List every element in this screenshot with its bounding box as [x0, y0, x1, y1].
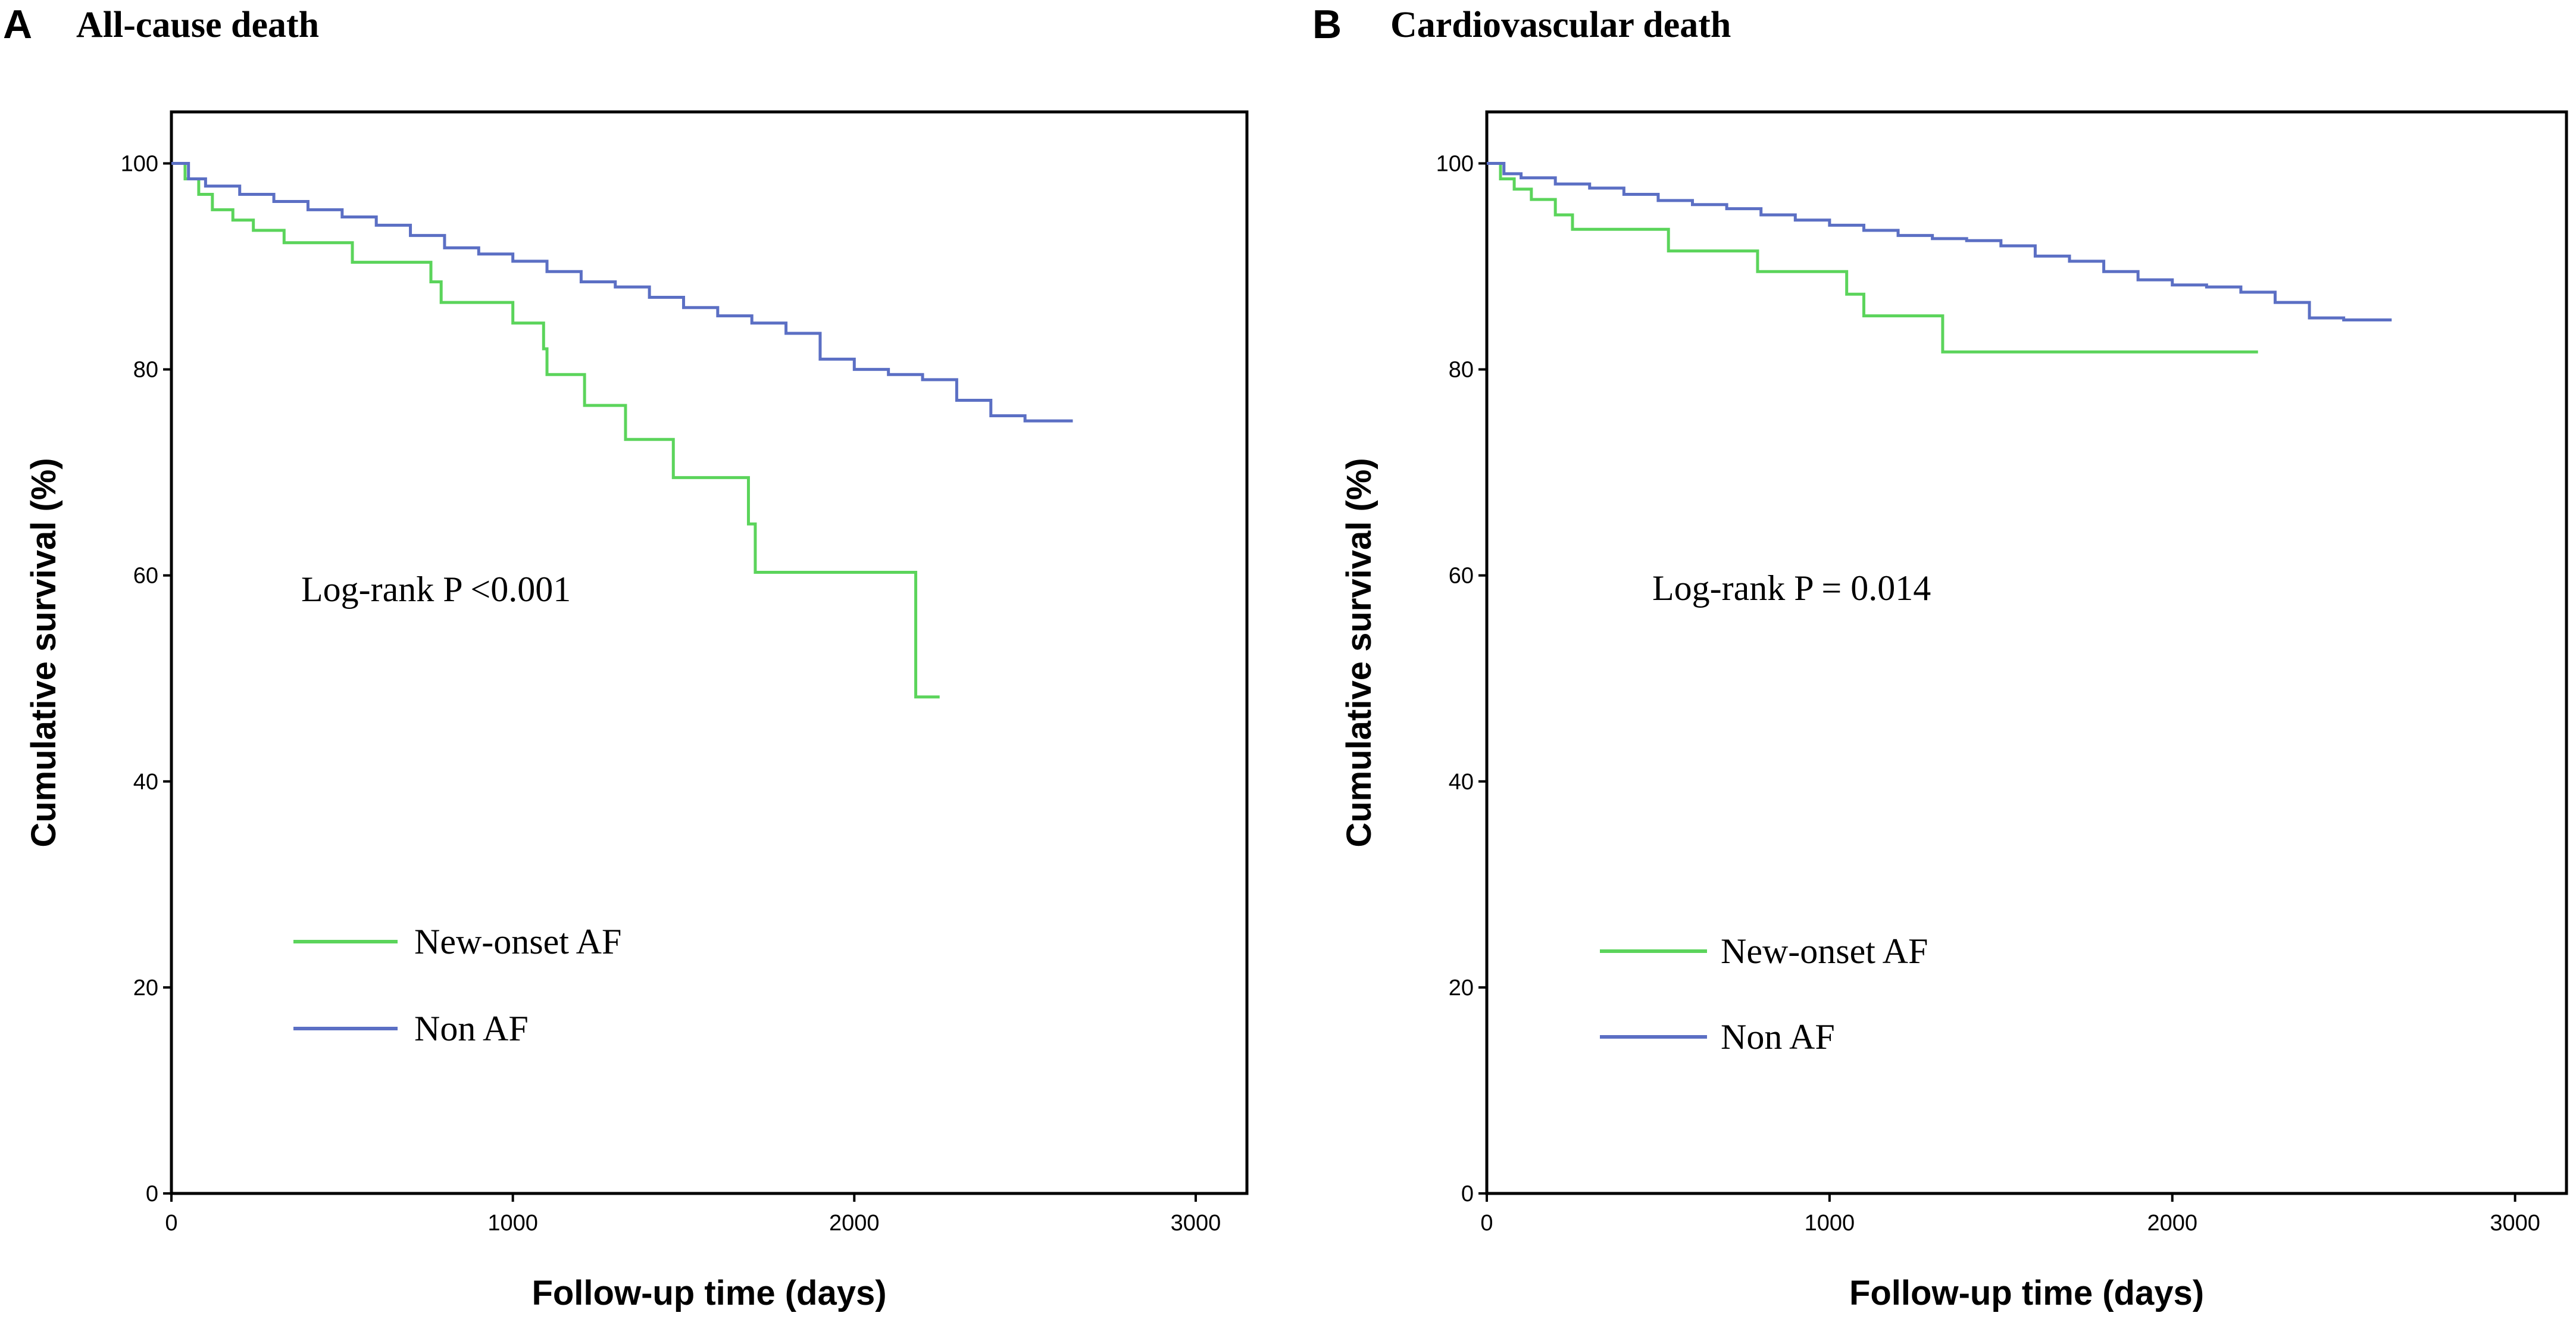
legend-non-af-label: Non AF — [1721, 1017, 1835, 1057]
y-tick-label: 40 — [1449, 770, 1474, 795]
y-tick-label: 20 — [133, 976, 158, 1001]
plot-frame — [1485, 110, 2568, 1195]
logrank-annotation: Log-rank P <0.001 — [301, 570, 571, 609]
panel-title: Cardiovascular death — [1390, 5, 1731, 45]
x-tick-label: 2000 — [2147, 1211, 2197, 1236]
legend-new-onset-af-label: New-onset AF — [1721, 932, 1928, 971]
plot-frame — [170, 110, 1249, 1195]
y-tick-label: 0 — [1461, 1182, 1474, 1207]
y-tick-label: 100 — [121, 152, 158, 177]
x-tick-label: 0 — [165, 1211, 177, 1236]
x-axis-label: Follow-up time (days) — [532, 1274, 886, 1312]
legend-non-af-label: Non AF — [414, 1009, 529, 1048]
logrank-annotation: Log-rank P = 0.014 — [1652, 568, 1931, 608]
x-tick-label: 3000 — [2490, 1211, 2540, 1236]
y-axis-label: Cumulative survival (%) — [1340, 458, 1378, 847]
panel-letter: A — [3, 2, 32, 47]
y-axis-label: Cumulative survival (%) — [24, 458, 63, 847]
panel-title: All-cause death — [76, 5, 319, 45]
series-non-af-line — [171, 162, 1073, 423]
panel-letter: B — [1312, 2, 1342, 47]
series-non-af-line — [1487, 162, 2392, 322]
y-tick-label: 40 — [133, 770, 158, 795]
series-new-onset-af-line — [1487, 162, 2258, 354]
y-tick-label: 100 — [1436, 152, 1474, 177]
x-tick-label: 1000 — [1805, 1211, 1855, 1236]
y-tick-label: 80 — [1449, 358, 1474, 383]
y-tick-label: 20 — [1449, 976, 1474, 1001]
x-tick-label: 3000 — [1171, 1211, 1221, 1236]
x-tick-label: 1000 — [487, 1211, 538, 1236]
x-tick-label: 2000 — [829, 1211, 880, 1236]
y-tick-label: 80 — [133, 358, 158, 383]
y-tick-label: 60 — [1449, 564, 1474, 589]
y-tick-label: 60 — [133, 564, 158, 589]
x-axis-label: Follow-up time (days) — [1849, 1274, 2204, 1312]
series-new-onset-af-line — [171, 162, 940, 699]
y-tick-label: 0 — [146, 1182, 158, 1207]
x-tick-label: 0 — [1480, 1211, 1493, 1236]
legend-new-onset-af-label: New-onset AF — [414, 922, 621, 961]
